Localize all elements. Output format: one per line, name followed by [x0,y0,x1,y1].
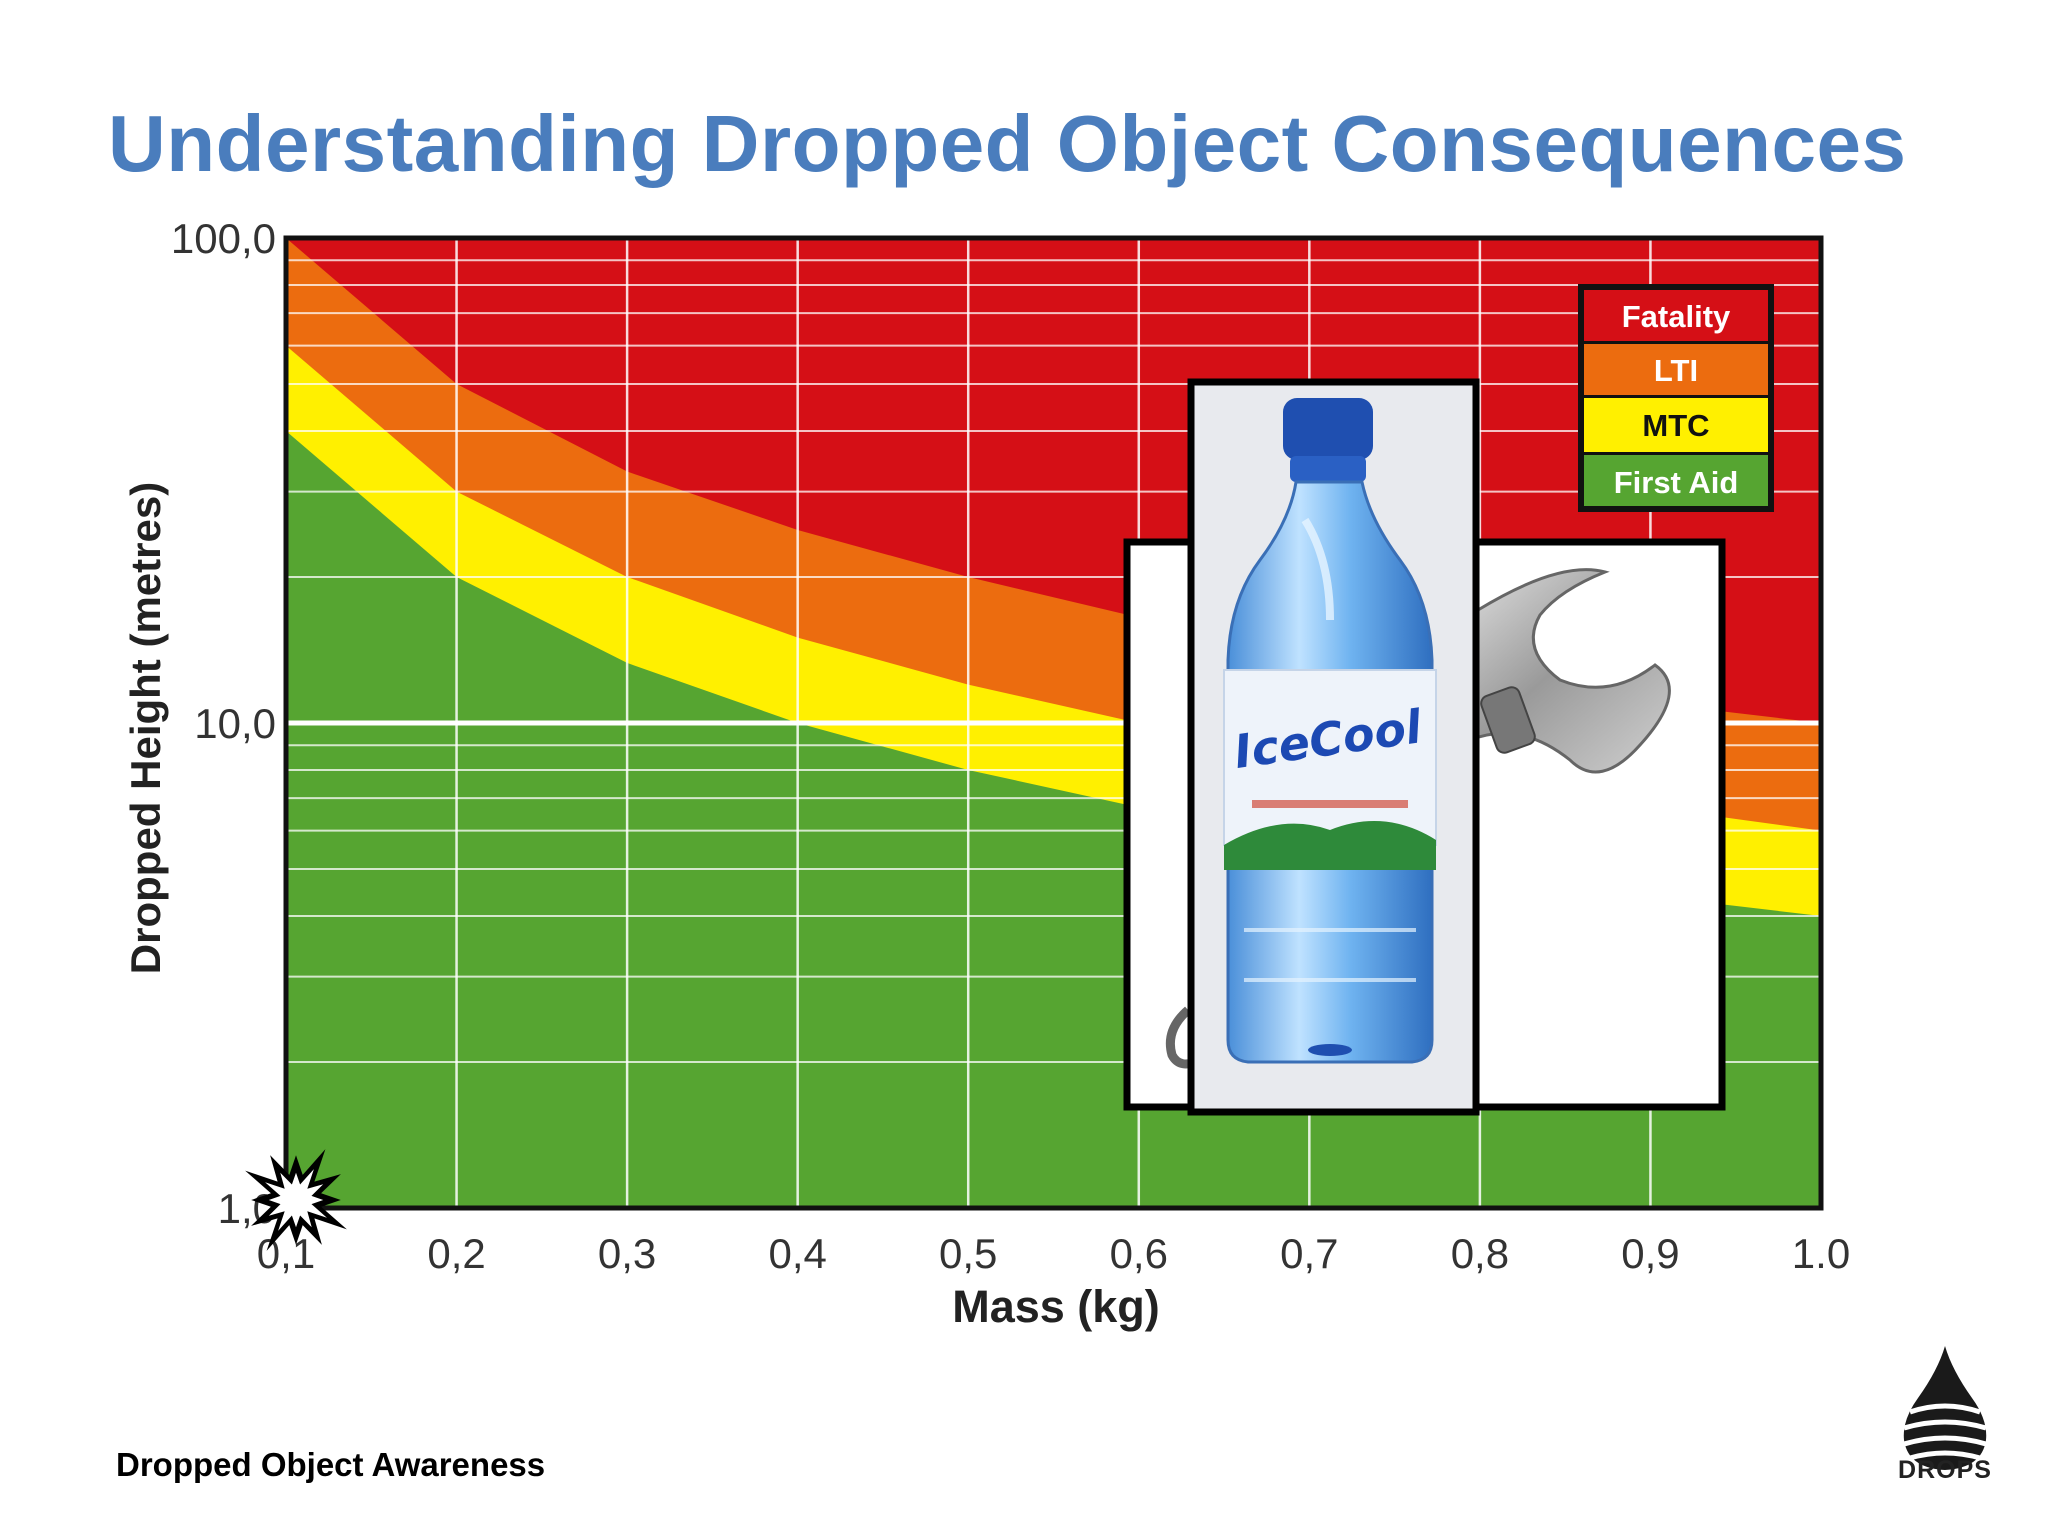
x-tick-label: 1.0 [1792,1230,1850,1277]
x-tick-label: 0,4 [768,1230,826,1277]
y-tick-label: 1,0 [218,1185,276,1232]
legend-label-lti: LTI [1654,353,1698,388]
x-tick-label: 0,9 [1621,1230,1679,1277]
x-tick-label: 0,3 [598,1230,656,1277]
y-axis-label: Dropped Height (metres) [122,482,169,974]
y-tick-label: 100,0 [171,215,276,262]
impact-burst-icon [245,1149,347,1251]
water-bottle-photo-icon: IceCool [1223,398,1437,1064]
x-tick-label: 0,2 [427,1230,485,1277]
legend-swatch-lti [1584,344,1768,395]
drops-logo-text: DROPS [1898,1456,1992,1484]
x-tick-label: 0,5 [939,1230,997,1277]
x-tick-label: 0,7 [1280,1230,1338,1277]
legend-label-fatality: Fatality [1622,299,1731,334]
legend-label-first-aid: First Aid [1614,465,1739,500]
y-axis-ticks: 1,0 10,0 100,0 [171,215,276,1232]
legend-swatch-fatality [1584,290,1768,341]
legend-swatch-first-aid [1584,455,1768,506]
page-title: Understanding Dropped Object Consequence… [108,99,1907,188]
x-axis-label: Mass (kg) [952,1281,1160,1332]
x-tick-label: 0,6 [1110,1230,1168,1277]
x-tick-label: 0,8 [1451,1230,1509,1277]
x-axis-ticks: 0,1 0,2 0,3 0,4 0,5 0,6 0,7 0,8 0,9 1.0 [257,1230,1850,1277]
legend-label-mtc: MTC [1642,408,1709,443]
y-tick-label: 10,0 [194,700,276,747]
bottle-photo: IceCool [1187,378,1480,1116]
drops-droplet-logo-icon [1903,1346,1987,1470]
legend: Fatality LTI MTC First Aid [1578,284,1774,512]
adjustable-wrench-photo-icon [1165,568,1671,1069]
footer-text: Dropped Object Awareness [116,1446,546,1483]
legend-swatch-mtc [1584,398,1768,452]
x-tick-label: 0,1 [257,1230,315,1277]
plot-frame [283,235,1824,1211]
